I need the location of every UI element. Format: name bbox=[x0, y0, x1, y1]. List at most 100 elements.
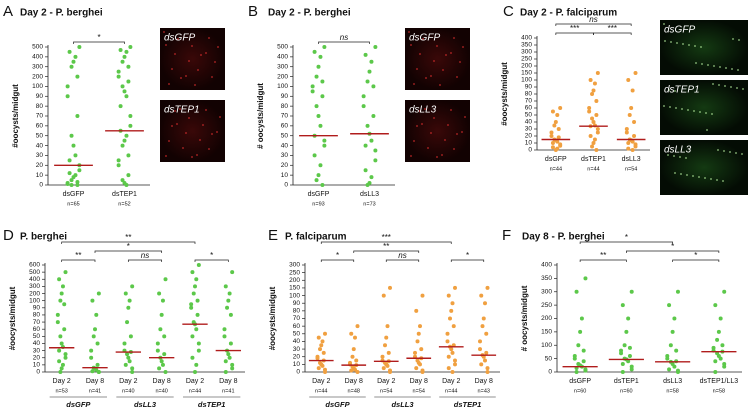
data-point bbox=[361, 94, 366, 99]
data-point bbox=[620, 370, 625, 374]
micrograph-speck bbox=[211, 76, 213, 78]
data-point bbox=[222, 327, 227, 332]
micrograph-speck bbox=[200, 54, 202, 56]
micrograph-label: dsGFP bbox=[164, 33, 195, 44]
significance-label: ** bbox=[383, 242, 389, 251]
data-point bbox=[320, 79, 325, 84]
micrograph-speck bbox=[424, 108, 426, 110]
y-tick-label: 100 bbox=[277, 83, 288, 90]
n-label: n=60 bbox=[620, 388, 632, 394]
significance-label: ** bbox=[600, 251, 606, 260]
data-point bbox=[353, 335, 357, 340]
significance-label: * bbox=[466, 251, 469, 260]
significance-label: *** bbox=[570, 24, 579, 33]
data-point bbox=[665, 356, 670, 361]
data-point bbox=[420, 293, 425, 298]
y-tick-label: 300 bbox=[277, 63, 288, 70]
data-point bbox=[91, 334, 96, 339]
data-point bbox=[312, 153, 317, 158]
n-label: n=53 bbox=[55, 388, 67, 394]
data-point bbox=[75, 114, 80, 118]
y-tick-label: 30 bbox=[293, 346, 301, 353]
data-point bbox=[126, 64, 131, 69]
data-point bbox=[320, 183, 325, 187]
y-tick-label: 20 bbox=[525, 133, 533, 140]
data-point bbox=[386, 350, 391, 355]
data-point bbox=[122, 341, 127, 346]
data-point bbox=[445, 339, 450, 344]
data-point bbox=[120, 143, 125, 148]
micrograph-speck bbox=[441, 154, 443, 156]
data-point bbox=[369, 59, 374, 64]
data-point bbox=[316, 173, 321, 178]
data-point bbox=[228, 341, 233, 346]
data-point bbox=[126, 153, 131, 158]
y-tick-label: 40 bbox=[36, 142, 44, 149]
y-tick-label: 60 bbox=[525, 105, 533, 112]
micrograph-speck bbox=[216, 131, 218, 133]
data-point bbox=[310, 84, 315, 89]
y-tick-label: 50 bbox=[33, 333, 41, 340]
data-point bbox=[227, 355, 232, 360]
data-point bbox=[90, 369, 95, 374]
data-point bbox=[155, 341, 160, 346]
data-point bbox=[667, 303, 672, 308]
data-point bbox=[363, 52, 368, 57]
data-point bbox=[629, 289, 634, 294]
data-point bbox=[223, 284, 228, 289]
data-point bbox=[627, 345, 632, 350]
data-point bbox=[594, 113, 599, 117]
n-label: n=40 bbox=[122, 388, 134, 394]
data-point bbox=[450, 370, 455, 374]
y-tick-label: 10 bbox=[525, 140, 533, 147]
micrograph bbox=[660, 20, 748, 75]
y-tick-label: 250 bbox=[289, 269, 300, 276]
y-tick-label: 200 bbox=[32, 73, 43, 80]
micrograph-speck bbox=[168, 83, 170, 85]
micrograph bbox=[160, 100, 225, 162]
significance-label: ns bbox=[398, 251, 406, 260]
significance-label: ns bbox=[340, 33, 348, 42]
micrograph-speck bbox=[217, 46, 219, 48]
micrograph-speck bbox=[456, 133, 458, 135]
micrograph-speck bbox=[433, 60, 435, 62]
data-point bbox=[65, 84, 70, 89]
y-axis-label: #oocysts/midgut bbox=[8, 286, 17, 350]
data-point bbox=[629, 367, 634, 372]
micrograph-speck bbox=[680, 173, 682, 175]
significance-bracket bbox=[61, 259, 96, 262]
data-point bbox=[122, 54, 127, 59]
data-point bbox=[65, 182, 70, 187]
micrograph-label: dsTEP1 bbox=[664, 85, 700, 96]
data-point bbox=[478, 339, 482, 344]
y-tick-label: 70 bbox=[525, 98, 533, 105]
data-point bbox=[126, 305, 131, 310]
significance-bracket bbox=[579, 241, 673, 244]
y-tick-label: 10 bbox=[33, 362, 41, 369]
panel-letter: E bbox=[268, 227, 278, 244]
group-label: dsTEP1 bbox=[198, 400, 226, 409]
n-label: n=54 bbox=[625, 166, 637, 172]
micrograph-speck bbox=[712, 83, 714, 85]
x-tick-label: Day 8 bbox=[410, 378, 428, 385]
y-tick-label: 10 bbox=[281, 172, 289, 179]
data-point bbox=[57, 277, 62, 282]
micrograph-speck bbox=[676, 42, 678, 44]
micrograph-speck bbox=[436, 156, 438, 158]
micrograph-speck bbox=[445, 54, 447, 56]
y-tick-label: 50 bbox=[36, 132, 44, 139]
y-tick-label: 300 bbox=[289, 262, 300, 269]
micrograph-speck bbox=[208, 148, 210, 150]
data-point bbox=[322, 143, 327, 148]
micrograph-speck bbox=[670, 41, 672, 43]
data-point bbox=[369, 138, 374, 143]
data-point bbox=[480, 324, 485, 329]
significance-bracket bbox=[450, 259, 485, 262]
data-point bbox=[122, 138, 127, 143]
data-point bbox=[116, 163, 121, 168]
data-point bbox=[95, 362, 100, 367]
n-label: n=44 bbox=[445, 388, 457, 394]
significance-label: ** bbox=[75, 251, 81, 260]
significance-bracket bbox=[626, 250, 720, 253]
data-point bbox=[672, 316, 677, 321]
